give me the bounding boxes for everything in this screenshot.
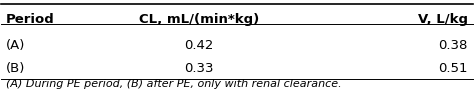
- Text: (A): (A): [6, 39, 26, 52]
- Text: 0.42: 0.42: [184, 39, 214, 52]
- Text: 0.51: 0.51: [438, 62, 468, 75]
- Text: Period: Period: [6, 13, 55, 26]
- Text: (B): (B): [6, 62, 26, 75]
- Text: V, L/kg: V, L/kg: [418, 13, 468, 26]
- Text: (A) During PE period, (B) after PE, only with renal clearance.: (A) During PE period, (B) after PE, only…: [6, 79, 342, 89]
- Text: 0.33: 0.33: [184, 62, 214, 75]
- Text: CL, mL/(min*kg): CL, mL/(min*kg): [139, 13, 259, 26]
- Text: 0.38: 0.38: [438, 39, 468, 52]
